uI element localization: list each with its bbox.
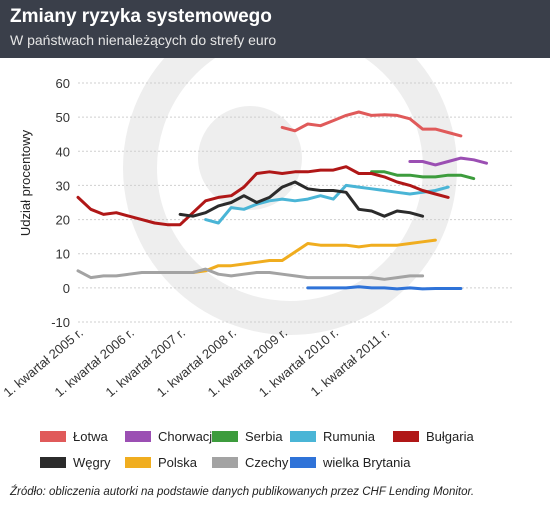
- series-line: [76, 267, 425, 281]
- y-tick-label: 60: [56, 76, 70, 91]
- legend-label: Chorwacja: [158, 429, 220, 444]
- watermark-dot: [198, 106, 302, 210]
- legend: Łotwa Chorwacja Serbia Rumunia Bułgaria Węgry…: [40, 429, 474, 470]
- y-tick-label: -10: [51, 315, 70, 330]
- legend-label: Łotwa: [73, 429, 108, 444]
- y-tick-label: 50: [56, 110, 70, 125]
- series-line: [204, 183, 450, 225]
- x-axis-ticks: 1. kwartał 2005 r.1. kwartał 2006 r.1. k…: [0, 325, 392, 400]
- legend-label: Rumunia: [323, 429, 376, 444]
- header-bar: Zmiany ryzyka systemowego W państwach ni…: [0, 0, 550, 58]
- legend-label: wielka Brytania: [322, 455, 411, 470]
- series-line: [408, 156, 488, 167]
- line-chart: -10 0 10 20 30 40 50 60 1. kwartał 2005 r.1. kw…: [0, 58, 512, 470]
- legend-swatch: [212, 457, 238, 468]
- legend-swatch: [212, 431, 238, 442]
- y-tick-label: 20: [56, 213, 70, 228]
- y-tick-label: 10: [56, 247, 70, 262]
- series-line: [76, 165, 450, 227]
- y-tick-label: 40: [56, 144, 70, 159]
- series-line: [280, 110, 463, 138]
- legend-label: Serbia: [245, 429, 283, 444]
- y-tick-label: 30: [56, 178, 70, 193]
- legend-swatch: [40, 457, 66, 468]
- legend-label: Czechy: [245, 455, 289, 470]
- legend-swatch: [290, 431, 316, 442]
- y-axis-ticks: -10 0 10 20 30 40 50 60: [51, 76, 70, 330]
- y-tick-label: 0: [63, 281, 70, 296]
- legend-label: Węgry: [73, 455, 111, 470]
- legend-label: Polska: [158, 455, 198, 470]
- chart-title: Zmiany ryzyka systemowego: [10, 6, 272, 27]
- chart-subtitle: W państwach nienależących do strefy euro: [10, 32, 277, 48]
- series-line: [178, 180, 425, 218]
- legend-swatch: [40, 431, 66, 442]
- series-line: [370, 170, 476, 181]
- series-lines: [76, 110, 488, 291]
- watermark-logo: [123, 58, 457, 335]
- legend-swatch: [393, 431, 419, 442]
- legend-label: Bułgaria: [426, 429, 474, 444]
- series-line: [306, 285, 463, 291]
- series-line: [191, 238, 437, 274]
- legend-swatch: [125, 431, 151, 442]
- source-note: Źródło: obliczenia autorki na podstawie …: [10, 486, 475, 498]
- watermark-ring: [123, 58, 457, 335]
- y-axis-label: Udział procentowy: [18, 129, 33, 236]
- legend-swatch: [290, 457, 316, 468]
- legend-swatch: [125, 457, 151, 468]
